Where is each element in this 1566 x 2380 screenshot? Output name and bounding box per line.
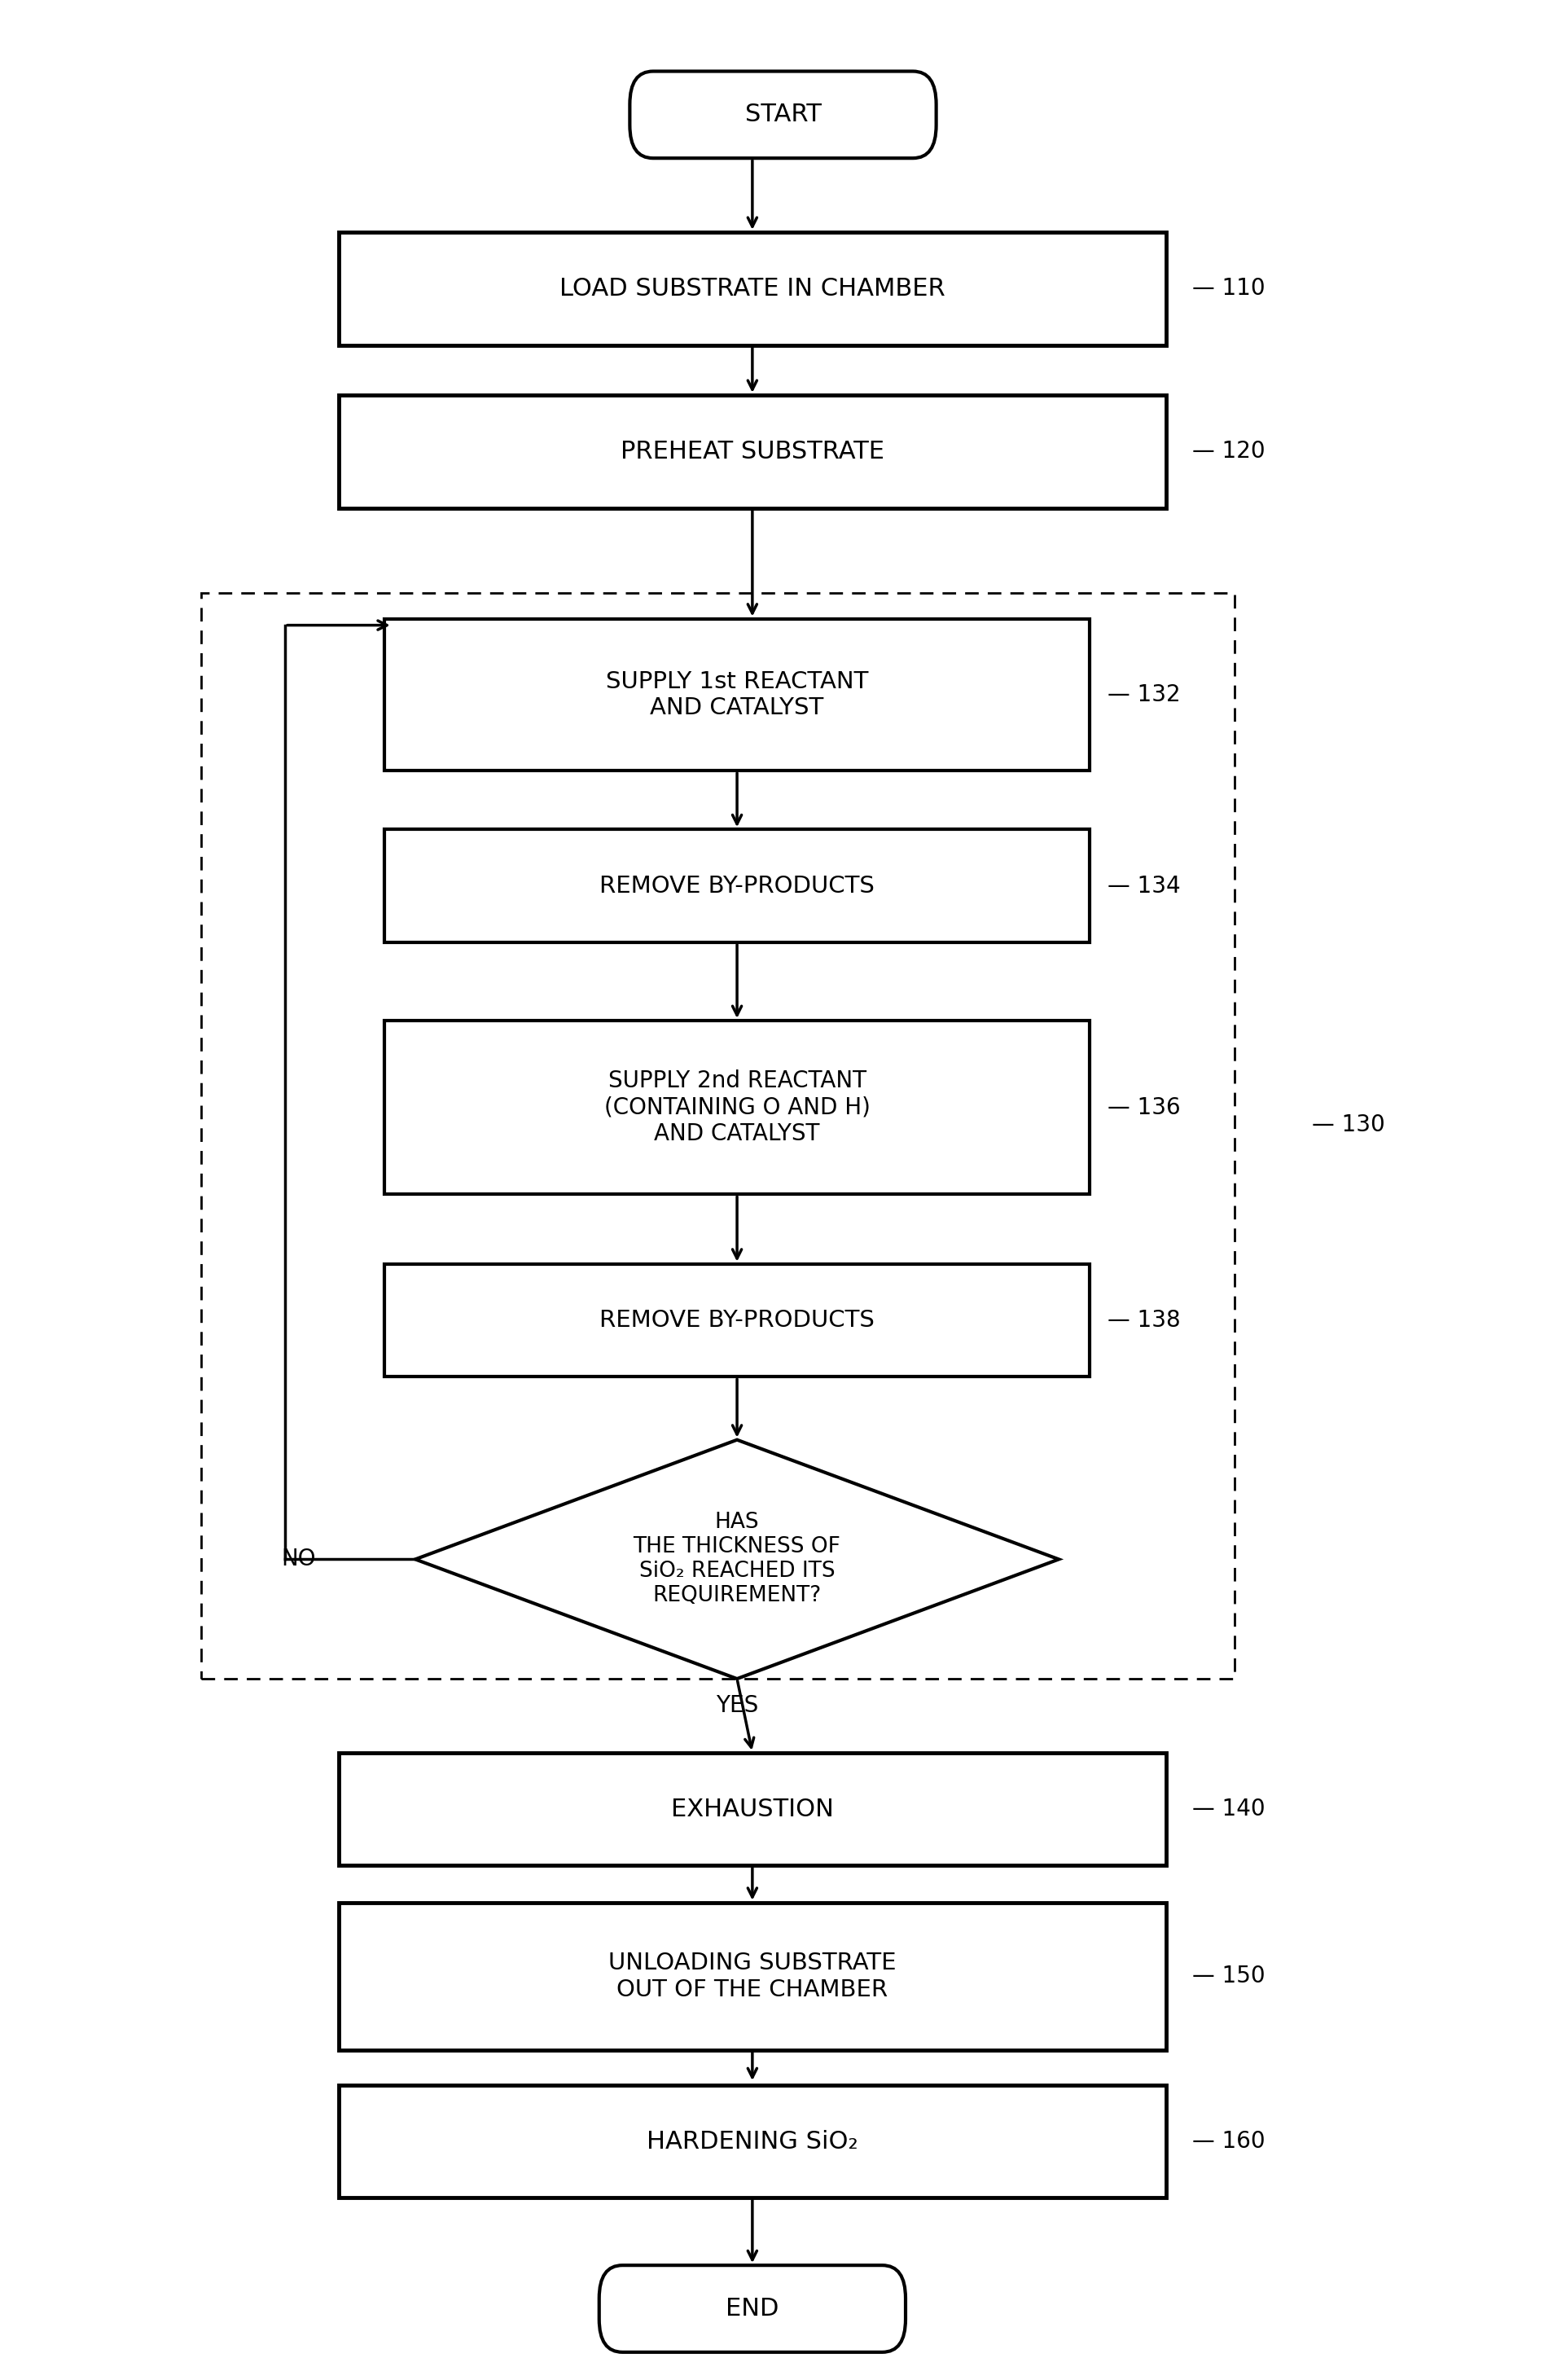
FancyBboxPatch shape (385, 619, 1090, 771)
Text: UNLOADING SUBSTRATE
OUT OF THE CHAMBER: UNLOADING SUBSTRATE OUT OF THE CHAMBER (609, 1952, 896, 2002)
Text: START: START (745, 102, 821, 126)
Text: YES: YES (716, 1695, 758, 1716)
Text: REMOVE BY-PRODUCTS: REMOVE BY-PRODUCTS (600, 873, 875, 897)
Text: HAS
THE THICKNESS OF
SiO₂ REACHED ITS
REQUIREMENT?: HAS THE THICKNESS OF SiO₂ REACHED ITS RE… (633, 1511, 841, 1607)
Text: PREHEAT SUBSTRATE: PREHEAT SUBSTRATE (620, 440, 885, 464)
FancyBboxPatch shape (338, 1752, 1167, 1866)
Text: HARDENING SiO₂: HARDENING SiO₂ (647, 2130, 858, 2154)
Text: — 160: — 160 (1192, 2130, 1265, 2154)
Text: SUPPLY 1st REACTANT
AND CATALYST: SUPPLY 1st REACTANT AND CATALYST (606, 671, 868, 719)
Text: — 138: — 138 (1107, 1309, 1181, 1333)
Text: LOAD SUBSTRATE IN CHAMBER: LOAD SUBSTRATE IN CHAMBER (559, 276, 946, 300)
FancyBboxPatch shape (385, 1021, 1090, 1195)
Text: SUPPLY 2nd REACTANT
(CONTAINING O AND H)
AND CATALYST: SUPPLY 2nd REACTANT (CONTAINING O AND H)… (604, 1069, 871, 1145)
Polygon shape (415, 1440, 1059, 1678)
Text: — 110: — 110 (1192, 276, 1265, 300)
FancyBboxPatch shape (338, 1902, 1167, 2049)
FancyBboxPatch shape (385, 828, 1090, 942)
FancyBboxPatch shape (385, 1264, 1090, 1376)
FancyBboxPatch shape (630, 71, 936, 157)
Text: — 150: — 150 (1192, 1966, 1265, 1987)
Text: END: END (725, 2297, 778, 2320)
FancyBboxPatch shape (338, 395, 1167, 507)
Text: — 130: — 130 (1312, 1114, 1384, 1135)
FancyBboxPatch shape (600, 2266, 905, 2351)
Text: — 136: — 136 (1107, 1097, 1181, 1119)
Text: — 134: — 134 (1107, 873, 1181, 897)
Text: NO: NO (282, 1547, 316, 1571)
Text: — 140: — 140 (1192, 1797, 1265, 1821)
Text: EXHAUSTION: EXHAUSTION (670, 1797, 833, 1821)
Text: REMOVE BY-PRODUCTS: REMOVE BY-PRODUCTS (600, 1309, 875, 1333)
FancyBboxPatch shape (338, 2085, 1167, 2199)
FancyBboxPatch shape (338, 231, 1167, 345)
Text: — 120: — 120 (1192, 440, 1265, 462)
Text: — 132: — 132 (1107, 683, 1181, 707)
